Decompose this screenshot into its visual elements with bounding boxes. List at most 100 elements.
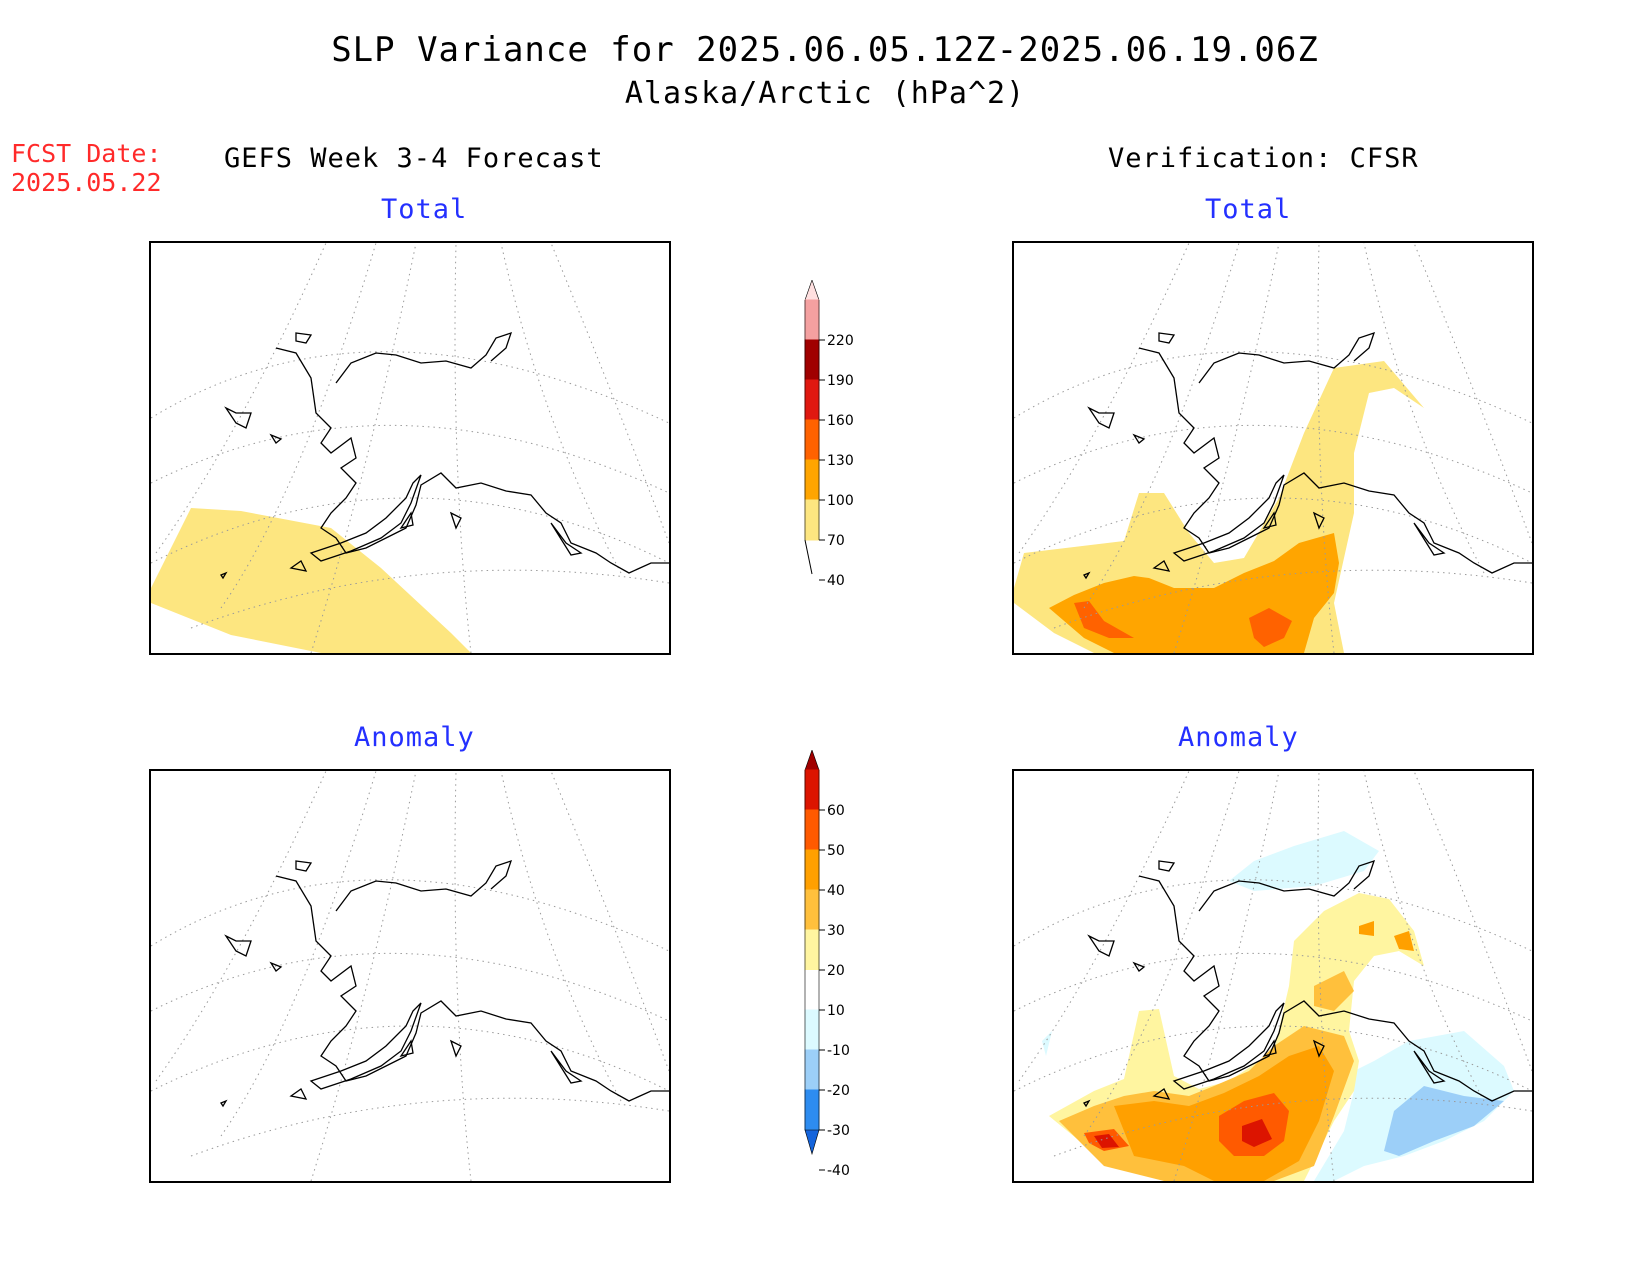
verification-total-map	[1012, 241, 1534, 655]
coastline-segment	[550, 522, 583, 556]
coastline-segment	[220, 571, 228, 580]
map-graticule	[151, 771, 669, 1181]
colorbar-box	[804, 419, 820, 461]
coastline-segment	[1158, 860, 1176, 872]
coastline-segment	[1138, 347, 1532, 574]
coastline-segment	[1152, 560, 1171, 572]
colorbar-tick-label: -20	[827, 1083, 850, 1099]
coastline-segment	[1083, 1099, 1091, 1108]
graticule-line	[1083, 771, 1240, 1137]
coastline-segment	[1087, 934, 1115, 957]
colorbar-tick-label: -30	[827, 1123, 850, 1139]
coastline-segment	[399, 511, 414, 530]
graticule-line	[550, 771, 669, 1072]
map-graticule	[151, 243, 669, 653]
graticule-line	[1014, 953, 1532, 1022]
fcst-date-value: 2025.05.22	[11, 168, 162, 197]
colorbar-box	[804, 849, 820, 891]
coastline-segment	[1262, 511, 1277, 530]
graticule-line	[155, 771, 327, 1082]
forecast-total-map	[149, 241, 671, 655]
coastline-segment	[275, 347, 669, 574]
map-graticule	[1014, 771, 1532, 1181]
coastline-segment	[289, 560, 308, 572]
forecast-column-heading: GEFS Week 3-4 Forecast	[224, 143, 604, 174]
graticule-line	[190, 569, 669, 629]
shade-neg20-neg30	[1384, 1086, 1504, 1156]
coastline-segment	[269, 961, 283, 972]
graticule-line	[500, 771, 622, 1102]
coastline-segment	[1083, 571, 1091, 580]
fcst-date-label: FCST Date:	[11, 139, 162, 168]
colorbar-bottom-arrow	[804, 539, 813, 575]
colorbar-tick-label: 160	[827, 413, 854, 429]
coastline-segment	[1198, 859, 1376, 912]
graticule-line	[190, 1097, 669, 1157]
coastline-segment	[550, 1050, 583, 1084]
graticule-line	[1363, 771, 1485, 1102]
graticule-line	[1018, 243, 1190, 554]
colorbar-box	[805, 970, 819, 1010]
forecast-total-title: Total	[381, 194, 468, 225]
verification-anomaly-title: Anomaly	[1178, 722, 1299, 753]
graticule-line	[1053, 569, 1532, 629]
coastline-segment	[1262, 1039, 1277, 1058]
coastline-segment	[1158, 332, 1176, 344]
colorbar-box	[804, 1009, 820, 1051]
coastline-segment	[1172, 1002, 1285, 1090]
colorbar-tick-label: -40	[827, 1163, 850, 1179]
shade-neg10-neg20	[1042, 1031, 1052, 1056]
coastline-segment	[309, 474, 422, 562]
coastline-segment	[224, 406, 252, 429]
coastline-segment	[449, 511, 462, 530]
forecast-anomaly-map	[149, 769, 671, 1183]
coastline-segment	[275, 875, 669, 1102]
graticule-line	[310, 771, 417, 1181]
colorbar-box	[804, 769, 820, 811]
colorbar-box	[804, 889, 820, 931]
verification-total-title: Total	[1205, 194, 1292, 225]
graticule-line	[500, 243, 622, 574]
graticule-line	[1014, 1025, 1532, 1092]
coastline-segment	[335, 859, 513, 912]
graticule-line	[1317, 243, 1335, 653]
graticule-line	[1014, 497, 1532, 564]
graticule-line	[550, 243, 669, 544]
anomaly-colorbar: 60 50 40 30 20 10 -10 -20 -30 -40	[804, 750, 850, 1179]
colorbar-box	[804, 809, 820, 851]
verification-anomaly-map	[1012, 769, 1534, 1183]
colorbar-tick-label: 30	[827, 923, 845, 939]
shade-100-130	[1074, 601, 1134, 638]
shade-40-50	[1094, 1134, 1119, 1148]
colorbar-tick-label: 20	[827, 963, 845, 979]
coastline-segment	[449, 1039, 462, 1058]
coastline-segment	[1198, 331, 1376, 384]
colorbar-tick-label: 70	[827, 533, 845, 549]
shade-30-40	[1359, 921, 1374, 936]
colorbar-bottom-arrow	[804, 1129, 820, 1156]
coastline	[1083, 859, 1532, 1108]
coastline-segment	[1172, 474, 1285, 562]
coastline-segment	[295, 860, 313, 872]
colorbar-tick-label: 60	[827, 803, 845, 819]
graticule-line	[1083, 243, 1240, 609]
coastline-segment	[224, 934, 252, 957]
colorbar-tick-label: 50	[827, 843, 845, 859]
colorbar-box	[804, 459, 820, 501]
graticule-line	[454, 243, 472, 653]
colorbar-top-arrow	[804, 750, 820, 771]
graticule-line	[155, 243, 327, 554]
coastline-segment	[1132, 433, 1146, 444]
colorbar-tick-label: 40	[827, 883, 845, 899]
verification-column-heading: Verification: CFSR	[1108, 143, 1419, 174]
coastline-segment	[1132, 961, 1146, 972]
coastline	[220, 859, 669, 1108]
coastline	[220, 331, 669, 580]
coastline-segment	[1138, 875, 1532, 1102]
coastline-segment	[335, 331, 513, 384]
figure-title: SLP Variance for 2025.06.05.12Z-2025.06.…	[331, 30, 1319, 70]
graticule-line	[151, 953, 669, 1022]
graticule-line	[1363, 243, 1485, 574]
coastline-segment	[309, 1002, 422, 1090]
graticule-line	[151, 497, 669, 564]
